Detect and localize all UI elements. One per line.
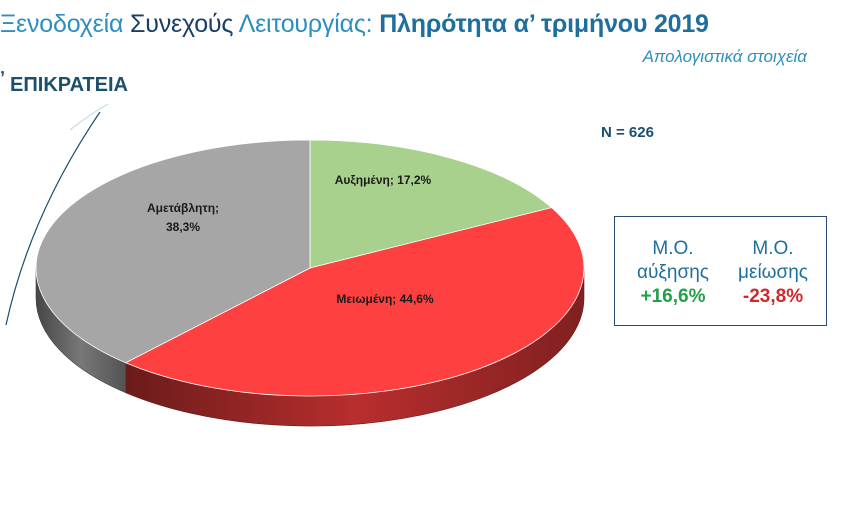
stats-box: Μ.Ο. αύξησης +16,6% Μ.Ο. μείωσης -23,8%	[614, 216, 827, 326]
decor-arc-left-faint	[69, 103, 109, 131]
slice-decrease	[124, 207, 585, 397]
chart-title: Ξενοδοχεία Συνεχούς Λειτουργίας: Πληρότη…	[0, 10, 841, 39]
pie-labels: Αυξημένη; 17,2% Μειωμένη; 44,6% Αμετάβλητη…	[147, 173, 434, 306]
title-word-2: Συνεχούς	[129, 10, 234, 38]
region-mark-icon: ʼ	[0, 68, 6, 88]
title-word-3: Λειτουργίας:	[238, 10, 373, 38]
title-highlight: Πληρότητα α’ τριμήνου 2019	[379, 10, 709, 38]
avg-decrease-value: -23,8%	[742, 286, 804, 307]
region-heading: ʼ ΕΠΙΚΡΑΤΕΙΑ	[0, 68, 128, 97]
decor-arc-left	[5, 111, 101, 326]
chart-subtitle: Απολογιστικά στοιχεία	[642, 47, 807, 66]
region-label: ΕΠΙΚΡΑΤΕΙΑ	[10, 74, 128, 96]
slice-label-increase: Αυξημένη; 17,2%	[335, 173, 432, 187]
avg-increase-line1: Μ.Ο.	[652, 238, 694, 259]
avg-increase-stat: Μ.Ο. αύξησης +16,6%	[623, 237, 723, 309]
avg-decrease-line2: μείωσης	[738, 262, 808, 283]
avg-increase-value: +16,6%	[640, 286, 706, 307]
slice-unchanged	[35, 139, 311, 364]
slice-increase	[309, 139, 553, 269]
avg-decrease-line1: Μ.Ο.	[752, 238, 794, 259]
slice-label-unchanged: Αμετάβλητη; 38,3%	[147, 201, 219, 234]
sample-size-label: N = 626	[601, 124, 654, 141]
pie-layer	[35, 139, 585, 427]
title-word-1: Ξενοδοχεία	[0, 10, 124, 38]
decorative-arcs	[5, 103, 109, 326]
avg-decrease-stat: Μ.Ο. μείωσης -23,8%	[723, 237, 823, 309]
avg-increase-line2: αύξησης	[637, 262, 709, 283]
slice-label-decrease: Μειωμένη; 44,6%	[336, 292, 434, 306]
